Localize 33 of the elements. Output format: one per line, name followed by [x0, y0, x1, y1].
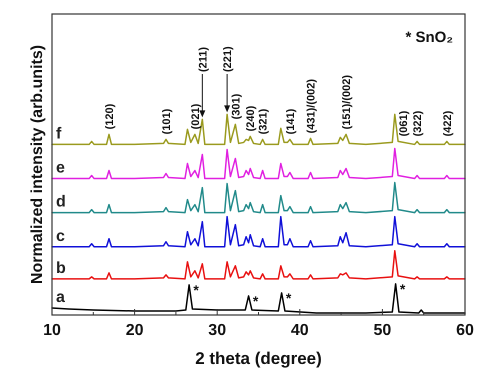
- series-label: f: [56, 125, 62, 142]
- annotation: *: [400, 280, 406, 297]
- annotation: (301): [230, 93, 242, 120]
- x-axis-title: 2 theta (degree): [195, 349, 322, 368]
- x-tick-label: 20: [126, 322, 144, 339]
- annotation: (120): [104, 103, 116, 130]
- annotation: (211): [197, 46, 210, 72]
- x-tick-label: 10: [43, 322, 61, 339]
- annotation: *: [193, 282, 200, 298]
- annotation: (422): [442, 110, 454, 136]
- series-label: a: [56, 288, 65, 306]
- x-tick-label: 30: [208, 322, 226, 339]
- series-label: e: [56, 160, 65, 177]
- text: * SnO₂: [405, 29, 453, 46]
- annotation: (101): [160, 108, 173, 134]
- series-label: b: [56, 260, 66, 277]
- annotation: (431)/(002): [306, 78, 318, 134]
- annotation: *: [286, 290, 292, 306]
- annotation: (322): [412, 110, 424, 136]
- x-tick-label: 50: [374, 322, 392, 339]
- x-tick-label: 60: [456, 322, 474, 339]
- x-tick-label: 40: [290, 322, 309, 339]
- annotation: (141): [284, 108, 297, 134]
- annotation: (240): [245, 105, 258, 132]
- annotation: (021): [190, 103, 202, 130]
- y-axis-title: Normalized intensity (arb.units): [29, 44, 46, 284]
- annotation: (151)/(002): [341, 74, 354, 130]
- series-label: c: [56, 228, 65, 245]
- annotation: (321): [258, 108, 270, 134]
- annotation: (061): [398, 110, 410, 136]
- annotation: *: [252, 292, 259, 309]
- annotation: (221): [222, 46, 234, 72]
- series-label: d: [56, 194, 66, 211]
